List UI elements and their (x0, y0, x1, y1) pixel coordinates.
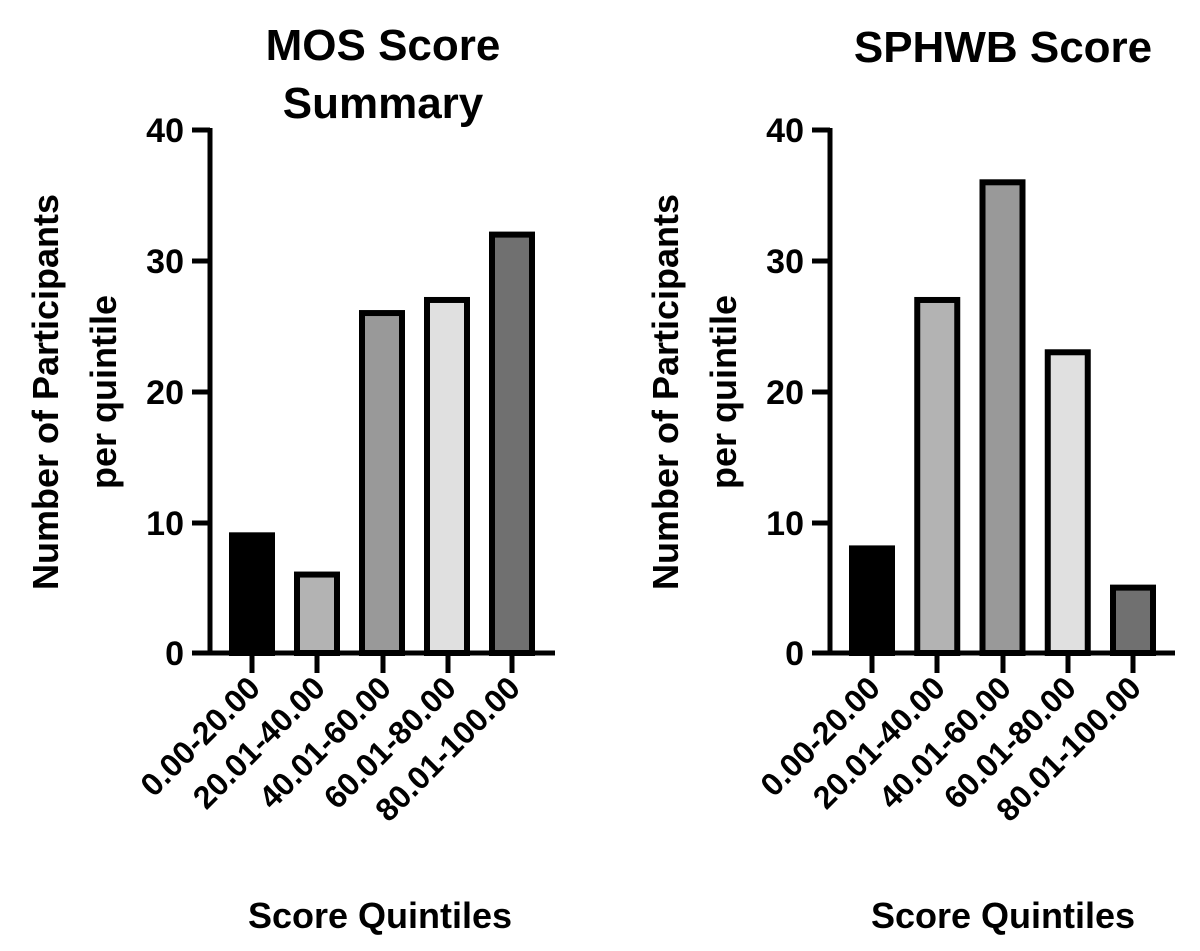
y-tick-label: 0 (785, 635, 804, 673)
bar-60-01-80-00 (1044, 349, 1091, 656)
y-tick-label: 20 (766, 374, 804, 412)
chart-sphwb: SPHWB Score Number of Participants per q… (645, 23, 1175, 936)
y-axis-label-line-2: per quintile (703, 295, 744, 489)
y-axis: 40 30 20 10 0 (766, 112, 833, 673)
y-axis-label-line-2: per quintile (83, 295, 124, 489)
y-tick-label: 10 (766, 505, 804, 543)
chart-title-line-1: SPHWB Score (854, 23, 1152, 72)
y-tick-label: 40 (146, 112, 184, 150)
bar-80-01-100-00 (1110, 584, 1156, 656)
y-axis-label-line-1: Number of Participants (645, 194, 686, 590)
y-axis-label-line-1: Number of Participants (25, 194, 66, 590)
chart-title-line-2: Summary (283, 79, 484, 128)
y-tick-label: 20 (146, 374, 184, 412)
bar-40-01-60-00 (979, 179, 1026, 657)
y-tick-label: 10 (146, 505, 184, 543)
y-tick-label: 30 (766, 243, 804, 281)
bar-60-01-80-00 (424, 296, 470, 656)
bar-40-01-60-00 (359, 310, 405, 656)
y-axis: 40 30 20 10 0 (146, 112, 213, 673)
bar-20-01-40-00 (914, 296, 961, 656)
bar-0-00-20-00 (849, 545, 895, 657)
x-axis-label: Score Quintiles (871, 895, 1135, 936)
bars (229, 231, 535, 657)
x-axis-label: Score Quintiles (248, 895, 512, 936)
y-tick-label: 30 (146, 243, 184, 281)
x-axis: 0.00-20.00 20.01-40.00 40.01-60.00 60.01… (753, 650, 1175, 828)
bar-0-00-20-00 (229, 532, 275, 657)
chart-mos: MOS Score Summary Number of Participants… (25, 21, 555, 936)
bar-80-01-100-00 (489, 231, 535, 656)
y-tick-label: 40 (766, 112, 804, 150)
x-axis: 0.00-20.00 20.01-40.00 40.01-60.00 60.01… (133, 650, 555, 828)
bars (849, 179, 1156, 657)
chart-title-line-1: MOS Score (266, 21, 501, 70)
y-tick-label: 0 (165, 635, 184, 673)
bar-20-01-40-00 (294, 571, 340, 656)
